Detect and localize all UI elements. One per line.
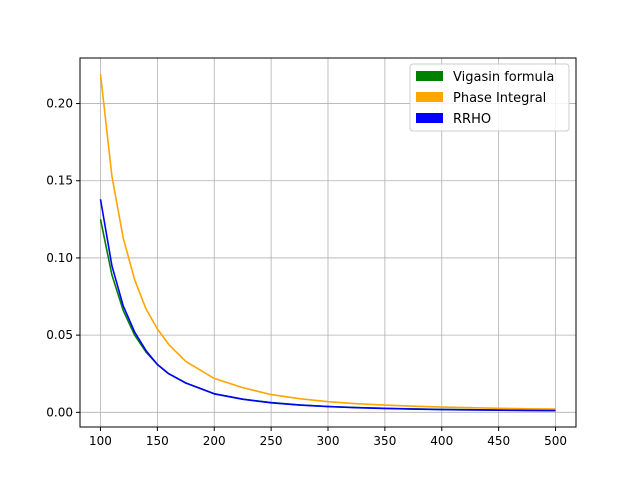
x-tick-label: 200 — [203, 434, 226, 448]
y-tick-label: 0.15 — [46, 174, 73, 188]
x-tick-label: 300 — [317, 434, 340, 448]
y-axis: 0.00 0.05 0.10 0.15 0.20 — [46, 97, 80, 419]
x-tick-label: 150 — [146, 434, 169, 448]
x-tick-label: 350 — [373, 434, 396, 448]
legend-box — [409, 63, 570, 132]
legend-swatch — [416, 113, 443, 123]
series-group — [99, 74, 556, 412]
legend-label: RRHO — [453, 112, 491, 127]
series-line-rrho — [99, 199, 556, 412]
x-tick-label: 450 — [487, 434, 510, 448]
x-axis: 100 150 200 250 300 350 400 450 500 — [89, 427, 567, 448]
series-line-phase-integral — [99, 74, 556, 410]
legend: Vigasin formula Phase Integral RRHO — [409, 63, 570, 132]
x-tick-label: 400 — [430, 434, 453, 448]
y-tick-label: 0.10 — [46, 251, 73, 265]
y-tick-label: 0.20 — [46, 97, 73, 111]
x-tick-label: 250 — [260, 434, 283, 448]
y-tick-label: 0.05 — [46, 328, 73, 342]
legend-label: Phase Integral — [453, 91, 546, 106]
y-tick-label: 0.00 — [46, 405, 73, 419]
legend-swatch — [416, 71, 443, 81]
x-tick-label: 100 — [89, 434, 112, 448]
x-tick-label: 500 — [544, 434, 567, 448]
legend-label: Vigasin formula — [453, 70, 554, 85]
legend-swatch — [416, 92, 443, 102]
